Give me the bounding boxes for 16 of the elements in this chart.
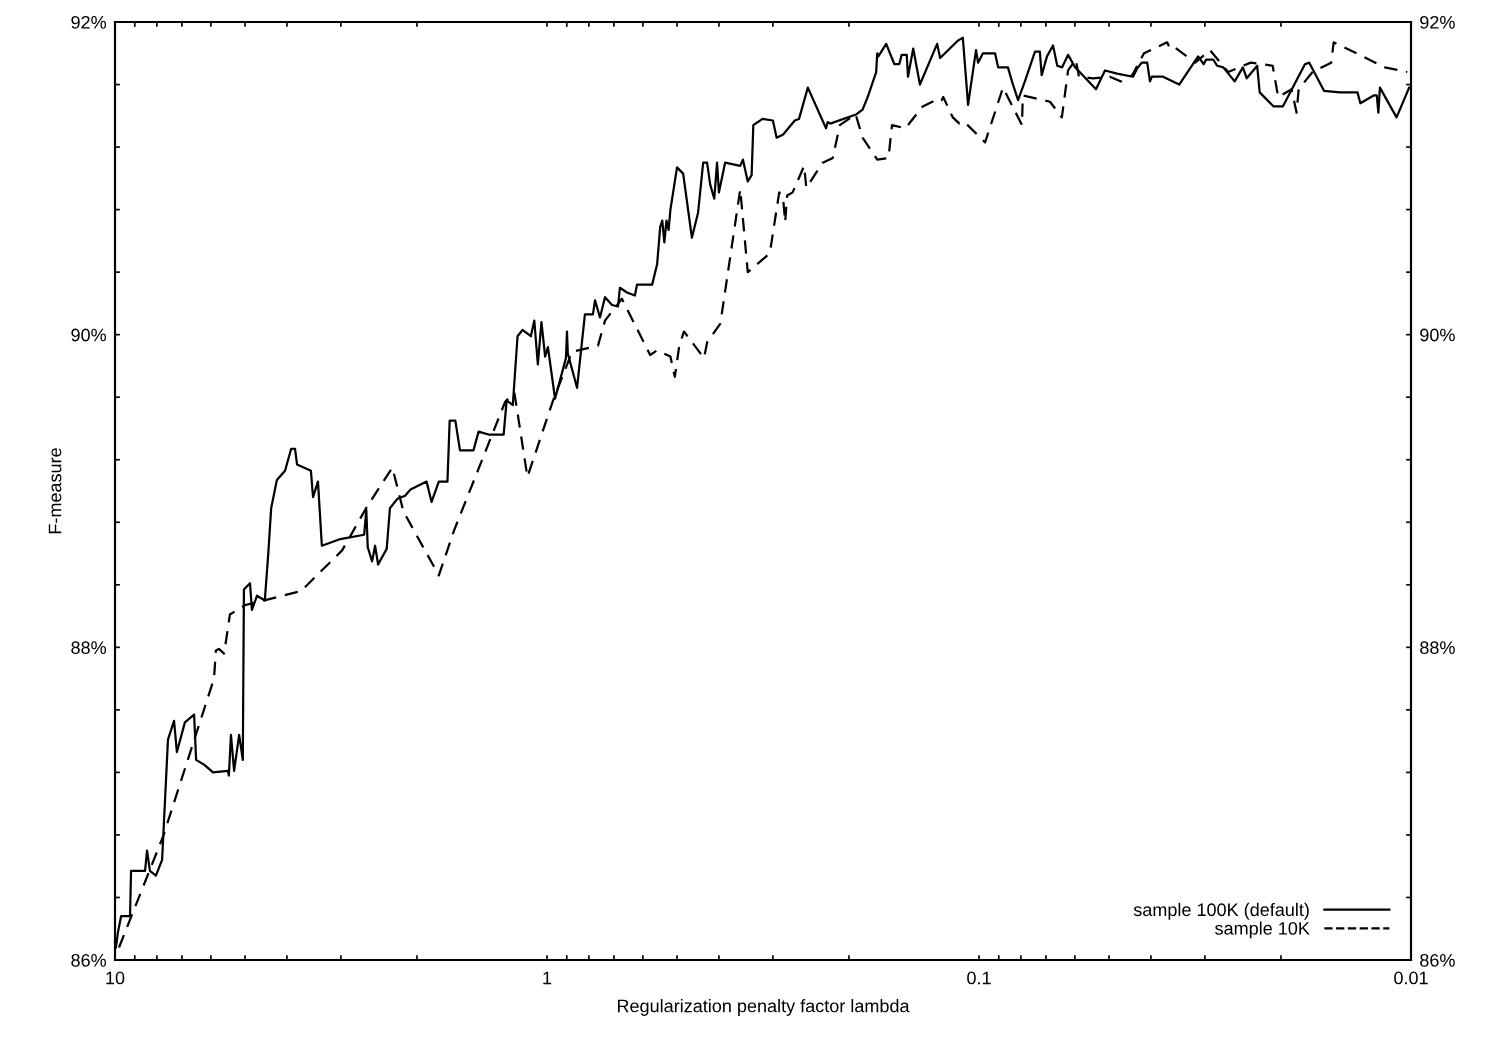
- y2-tick-label: 90%: [1420, 328, 1455, 342]
- x-tick-label: 1: [543, 971, 552, 985]
- legend-label: sample 100K (default): [1133, 902, 1309, 920]
- y-tick-label: 88%: [71, 641, 107, 655]
- y-tick-label: 90%: [71, 328, 107, 342]
- x-axis-title: Regularization penalty factor lambda: [617, 999, 910, 1016]
- y2-tick-label: 88%: [1420, 641, 1455, 655]
- x-tick-label: 0.1: [967, 971, 991, 985]
- y-axis-title: F-measure: [48, 448, 62, 534]
- y2-tick-label: 86%: [1420, 953, 1455, 967]
- y2-tick-label: 92%: [1420, 15, 1455, 29]
- y-tick-label: 92%: [71, 15, 107, 29]
- legend-label: sample 10K: [1215, 921, 1310, 939]
- x-tick-label: 0.01: [1394, 971, 1428, 985]
- x-tick-label: 10: [106, 971, 125, 985]
- y-tick-label: 86%: [71, 953, 107, 967]
